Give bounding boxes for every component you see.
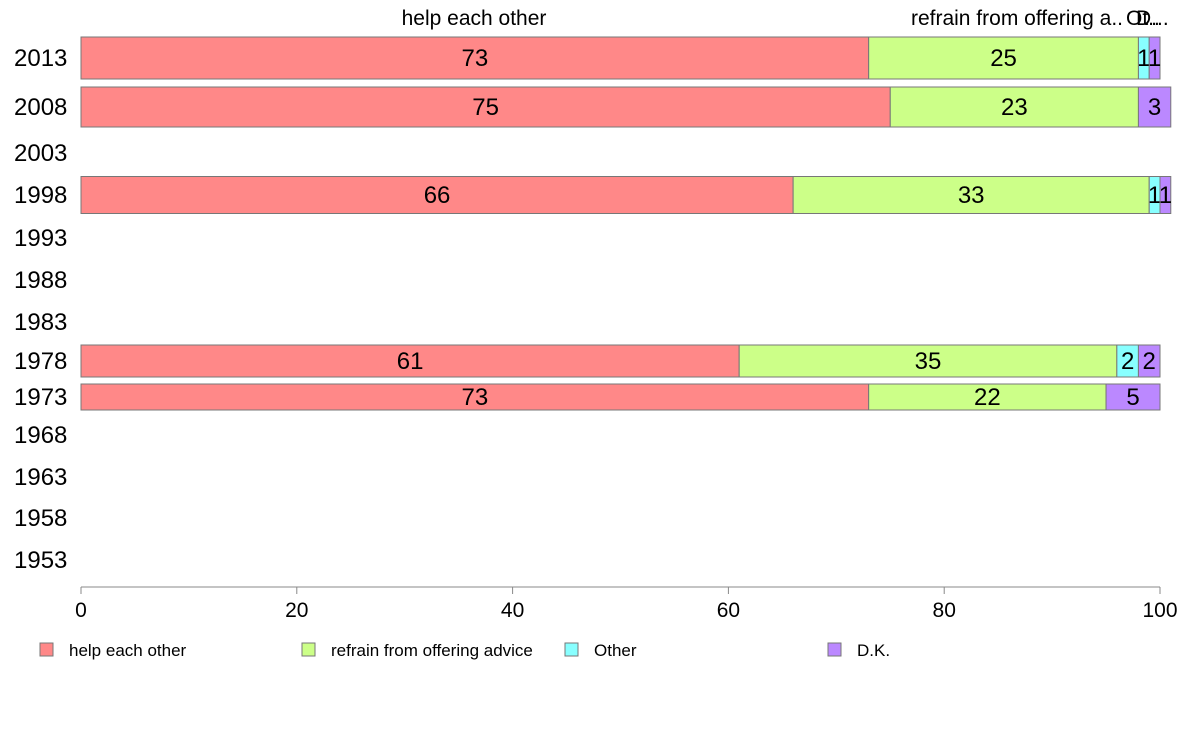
data-label-1998-series-1: 33	[958, 182, 985, 209]
bar-1998-series-3	[1159, 176, 1172, 214]
top-label-1: refrain from offering a..	[911, 7, 1123, 30]
top-category-labels: help each other refrain from offering a..…	[402, 7, 1169, 30]
data-label-2013-series-2: 1	[1137, 45, 1150, 72]
year-label-1983: 1983	[14, 309, 67, 336]
bar-2013-series-1	[868, 36, 1139, 80]
data-label-2008-series-3: 3	[1148, 94, 1161, 121]
year-label-1963: 1963	[14, 464, 67, 491]
x-tick-label-100: 100	[1142, 599, 1177, 622]
data-label-1998-series-2: 1	[1148, 182, 1161, 209]
year-label-1993: 1993	[14, 225, 67, 252]
data-label-2013-series-1: 25	[990, 45, 1017, 72]
year-label-2013: 2013	[14, 45, 67, 72]
bar-1978-series-0	[80, 344, 740, 378]
x-axis: 0 20 40 60 80 100	[75, 586, 1178, 622]
data-label-1978-series-3: 2	[1143, 348, 1156, 375]
bar-2013-series-3	[1148, 36, 1161, 80]
bar-1998-series-1	[792, 176, 1150, 214]
bar-1998-series-0	[80, 176, 794, 214]
year-label-1998: 1998	[14, 182, 67, 209]
legend-swatch-0	[39, 642, 54, 657]
data-label-2008-series-0: 75	[472, 94, 499, 121]
year-label-2008: 2008	[14, 94, 67, 121]
bar-1978-series-3	[1137, 344, 1161, 378]
data-label-1998-series-0: 66	[424, 182, 451, 209]
legend-label-1: refrain from offering advice	[331, 641, 533, 660]
year-label-1968: 1968	[14, 422, 67, 449]
legend-label-3: D.K.	[857, 641, 890, 660]
legend-swatch-2	[564, 642, 579, 657]
year-label-2003: 2003	[14, 140, 67, 167]
data-label-1973-series-1: 22	[974, 384, 1001, 411]
data-label-1978-series-0: 61	[397, 348, 424, 375]
year-axis-labels: 2013 2008 2003 1998 1993 1988 1983 1978 1973 1968…	[14, 45, 67, 574]
legend: help each other refrain from offering adv…	[39, 641, 890, 660]
legend-swatch-1	[301, 642, 316, 657]
data-label-1978-series-1: 35	[915, 348, 942, 375]
year-label-1958: 1958	[14, 505, 67, 532]
x-tick-label-80: 80	[933, 599, 956, 622]
data-label-2013-series-0: 73	[461, 45, 488, 72]
x-tick-label-40: 40	[501, 599, 524, 622]
data-label-1973-series-3: 5	[1126, 384, 1139, 411]
x-tick-label-60: 60	[717, 599, 740, 622]
top-label-0: help each other	[402, 7, 547, 30]
bar-2008-series-3	[1137, 86, 1172, 128]
year-label-1973: 1973	[14, 384, 67, 411]
top-label-2: Ot..	[1126, 7, 1160, 30]
data-label-2008-series-1: 23	[1001, 94, 1028, 121]
bar-1973-series-3	[1105, 383, 1161, 411]
x-tick-label-20: 20	[285, 599, 308, 622]
legend-label-0: help each other	[69, 641, 187, 660]
bar-1973-series-1	[868, 383, 1107, 411]
legend-swatch-3	[827, 642, 842, 657]
bar-1978-series-1	[738, 344, 1118, 378]
bar-2008-series-0	[80, 86, 891, 128]
legend-label-2: Other	[594, 641, 637, 660]
year-label-1953: 1953	[14, 547, 67, 574]
data-label-1973-series-0: 73	[461, 384, 488, 411]
top-label-3: D...	[1136, 7, 1169, 30]
year-label-1988: 1988	[14, 267, 67, 294]
x-tick-label-0: 0	[75, 599, 87, 622]
data-label-1978-series-2: 2	[1121, 348, 1134, 375]
data-label-2013-series-3: 1	[1148, 45, 1161, 72]
data-label-1998-series-3: 1	[1159, 182, 1172, 209]
year-label-1978: 1978	[14, 348, 67, 375]
